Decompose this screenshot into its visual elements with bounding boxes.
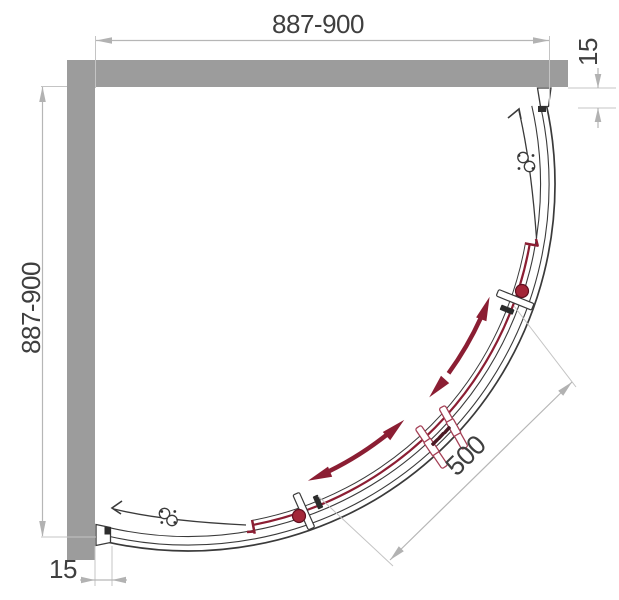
upper-arrow-head-up bbox=[476, 296, 490, 322]
door-handle-left-sleeve bbox=[423, 437, 440, 457]
profile-clamp-bottom-left bbox=[104, 527, 111, 535]
wall-top bbox=[67, 60, 568, 87]
fixed-glass-panels bbox=[106, 102, 556, 552]
bottom-gap-label: 15 bbox=[49, 554, 77, 584]
roller-wheel-bottom-left bbox=[291, 508, 307, 524]
right-gap-arrow-up bbox=[594, 108, 602, 122]
door-guide-clip-top-right bbox=[499, 304, 515, 315]
roller-arm-hook-bottom-left bbox=[110, 500, 123, 515]
lower-arrow-shaft bbox=[319, 427, 396, 478]
right-gap-extension-lines bbox=[568, 87, 616, 109]
magnetic-strip-dashes bbox=[431, 425, 451, 447]
hub-bolts-top-right bbox=[517, 154, 535, 170]
center-door-handles bbox=[415, 405, 468, 469]
glass-arc-outer bbox=[106, 102, 556, 552]
door-rollers bbox=[291, 283, 530, 524]
hub-bolts-bottom-left bbox=[160, 510, 177, 524]
bottom-gap-extension-lines bbox=[94, 546, 113, 586]
door-opening-arrow-upper bbox=[558, 382, 572, 396]
right-gap-label: 15 bbox=[573, 38, 603, 66]
upper-arrow-shaft bbox=[446, 316, 484, 375]
left-depth-label: 887-900 bbox=[16, 262, 46, 354]
dimension-top-width: 887-900 bbox=[95, 9, 550, 105]
sliding-door-inner-line bbox=[250, 244, 526, 522]
door-edge-bar-top-right bbox=[496, 289, 535, 311]
glass-arc-inner bbox=[107, 103, 550, 546]
wall-left bbox=[67, 60, 95, 560]
profile-clamp-top-right bbox=[538, 106, 546, 112]
upper-arrow-head-down bbox=[429, 375, 450, 398]
roller-hub-top-right-b bbox=[523, 160, 536, 173]
roller-arm-top-right bbox=[518, 110, 538, 239]
left-depth-arrow-top bbox=[39, 86, 46, 102]
door-opening-label: 500 bbox=[440, 430, 492, 482]
right-gap-arrow-down bbox=[594, 74, 602, 88]
dimension-bottom-gap: 15 bbox=[49, 546, 127, 586]
slide-direction-arrows bbox=[307, 296, 490, 481]
door-opening-arrow-lower bbox=[390, 546, 404, 560]
top-width-extension-lines bbox=[95, 36, 550, 105]
top-width-arrow-left bbox=[96, 37, 112, 44]
door-guide-clip-bottom-left bbox=[312, 494, 324, 510]
left-depth-arrow-bottom bbox=[39, 521, 46, 537]
roller-arm-hook-top-right bbox=[507, 107, 522, 120]
dimension-left-depth: 887-900 bbox=[16, 86, 96, 538]
door-end-cap-bottom bbox=[246, 519, 256, 534]
wall-profile-top-right bbox=[536, 87, 552, 108]
roller-hub-bottom-left-b bbox=[166, 514, 178, 527]
dimension-right-gap: 15 bbox=[568, 38, 616, 128]
arrow-heads bbox=[307, 296, 490, 481]
door-handle-right-sleeve bbox=[445, 418, 462, 437]
top-width-label: 887-900 bbox=[272, 9, 364, 39]
door-opening-extension-lines bbox=[317, 305, 577, 567]
left-depth-extension-lines bbox=[41, 86, 96, 538]
lower-arrow-head-down bbox=[307, 466, 333, 481]
roller-hub-top-right-a bbox=[517, 151, 529, 164]
roller-wheel-top-right bbox=[514, 283, 530, 299]
door-end-cap-top bbox=[524, 238, 540, 248]
bottom-gap-arrow-left bbox=[112, 576, 126, 584]
door-edge-assemblies bbox=[292, 289, 535, 531]
lower-arrow-head-up bbox=[382, 419, 405, 441]
top-width-arrow-right bbox=[533, 37, 549, 44]
door-roller-arms bbox=[110, 107, 538, 527]
door-opening-dim-line bbox=[389, 381, 573, 561]
bottom-gap-arrow-right bbox=[81, 576, 95, 584]
roller-arm-bottom-left bbox=[113, 508, 247, 526]
wall-profiles bbox=[95, 87, 552, 547]
walls bbox=[67, 60, 568, 560]
door-track-arc bbox=[109, 105, 542, 538]
